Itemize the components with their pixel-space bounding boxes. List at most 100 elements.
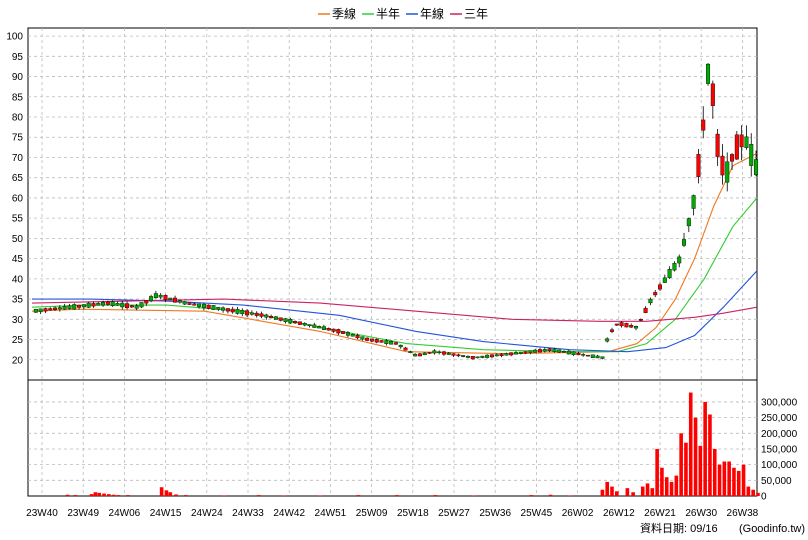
candle-body <box>101 302 106 306</box>
candle-body <box>595 355 600 359</box>
legend-label: 季線 <box>332 6 356 21</box>
price-tick-label: 40 <box>12 274 24 285</box>
price-panel: 20 25 30 35 40 45 50 55 60 65 70 75 80 85 90 95 100 <box>6 27 759 496</box>
volume-panel: 0 50,000 100,000 150,000 200,000 250,000 300,0… <box>27 379 798 503</box>
candle-body <box>360 336 365 340</box>
candle-body <box>499 353 504 356</box>
candle-body <box>149 296 154 302</box>
volume-bar <box>222 495 226 496</box>
x-tick-label: 26W02 <box>562 508 594 519</box>
legend-label: 三年 <box>464 7 488 21</box>
volume-bar <box>703 401 707 496</box>
volume-bar <box>717 464 722 496</box>
price-tick-label: 65 <box>12 173 24 184</box>
candle-body <box>221 307 226 311</box>
volume-tick-label: 250,000 <box>761 413 798 424</box>
price-tick-label: 35 <box>12 295 24 306</box>
candle-body <box>643 307 648 313</box>
volume-bar <box>97 492 102 496</box>
candle-body <box>614 323 619 326</box>
candle-body <box>48 308 53 311</box>
candle-body <box>619 322 624 327</box>
candle-body <box>605 338 610 342</box>
volume-bar <box>693 417 698 496</box>
candle-body <box>38 308 43 312</box>
volume-bar <box>679 433 683 496</box>
candle-body <box>461 355 466 357</box>
volume-bar <box>395 495 399 496</box>
candle-body <box>384 340 389 344</box>
candle-body <box>686 218 691 227</box>
candle-body <box>77 304 82 308</box>
candle-body <box>153 293 158 299</box>
candle-body <box>288 318 293 324</box>
candle-body <box>408 351 413 353</box>
volume-bar <box>73 495 78 496</box>
candle-body <box>235 308 240 314</box>
candle-body <box>312 324 317 328</box>
candle-body <box>249 312 254 315</box>
candle-body <box>317 326 322 329</box>
candle-body <box>379 340 384 343</box>
x-tick-label: 26W21 <box>644 508 676 519</box>
candle-body <box>720 155 725 176</box>
candle-body <box>480 355 485 358</box>
candle-body <box>173 297 178 303</box>
candle-body <box>57 307 62 310</box>
candle-body <box>528 350 533 354</box>
volume-bar <box>756 492 760 496</box>
candle-body <box>283 318 288 322</box>
ma-line <box>31 152 758 355</box>
volume-tick-label: 150,000 <box>761 444 798 455</box>
candle-body <box>667 269 672 278</box>
price-tick-label: 95 <box>12 52 24 63</box>
ma-line <box>31 197 758 353</box>
price-tick-label: 85 <box>12 92 24 103</box>
candle-body <box>389 341 394 345</box>
x-tick-label: 24W33 <box>232 508 264 519</box>
ma-line <box>32 270 758 353</box>
x-tick-label: 25W18 <box>397 508 429 519</box>
volume-bar <box>669 481 674 496</box>
candle-body <box>341 331 346 334</box>
candle-body <box>456 354 461 357</box>
x-tick-label: 24W51 <box>315 508 347 519</box>
candle-body <box>734 134 739 160</box>
x-tick-label: 25W36 <box>479 508 511 519</box>
volume-bar <box>471 495 476 496</box>
candle-body <box>269 316 274 319</box>
legend-label: 年線 <box>420 6 444 21</box>
candle-body <box>158 294 163 298</box>
candle-body <box>624 323 629 328</box>
candle-body <box>120 302 125 308</box>
candle-body <box>542 349 547 352</box>
candle-body <box>672 263 677 271</box>
candle-body <box>465 355 470 358</box>
x-axis: 23W40 23W49 24W06 24W15 24W24 24W33 24W42 24W51… <box>26 508 759 519</box>
volume-bar <box>102 493 106 496</box>
volume-bar <box>650 488 655 496</box>
volume-tick-label: 0 <box>761 492 767 503</box>
x-tick-label: 25W09 <box>356 508 388 519</box>
candle-body <box>206 304 211 309</box>
volume-tick-label: 300,000 <box>761 397 798 408</box>
candle-body <box>336 329 341 334</box>
candle-body <box>365 337 370 341</box>
candle-body <box>197 303 202 307</box>
candle-body <box>374 339 379 343</box>
candle-body <box>571 351 576 355</box>
candle-body <box>168 297 173 300</box>
candle-body <box>86 302 91 308</box>
candle-body <box>187 302 192 305</box>
legend: 季線 半年 年線 三年 <box>318 6 488 21</box>
volume-bar <box>111 494 116 496</box>
candle-body <box>533 349 538 353</box>
candle-body <box>216 306 221 310</box>
volume-bar <box>116 495 121 496</box>
volume-tick-label: 100,000 <box>761 460 798 471</box>
footer-date-label: 資料日期: 09/16 <box>640 521 718 535</box>
volume-bar <box>751 489 755 496</box>
candle-body <box>43 308 48 312</box>
candle-body <box>475 356 480 359</box>
